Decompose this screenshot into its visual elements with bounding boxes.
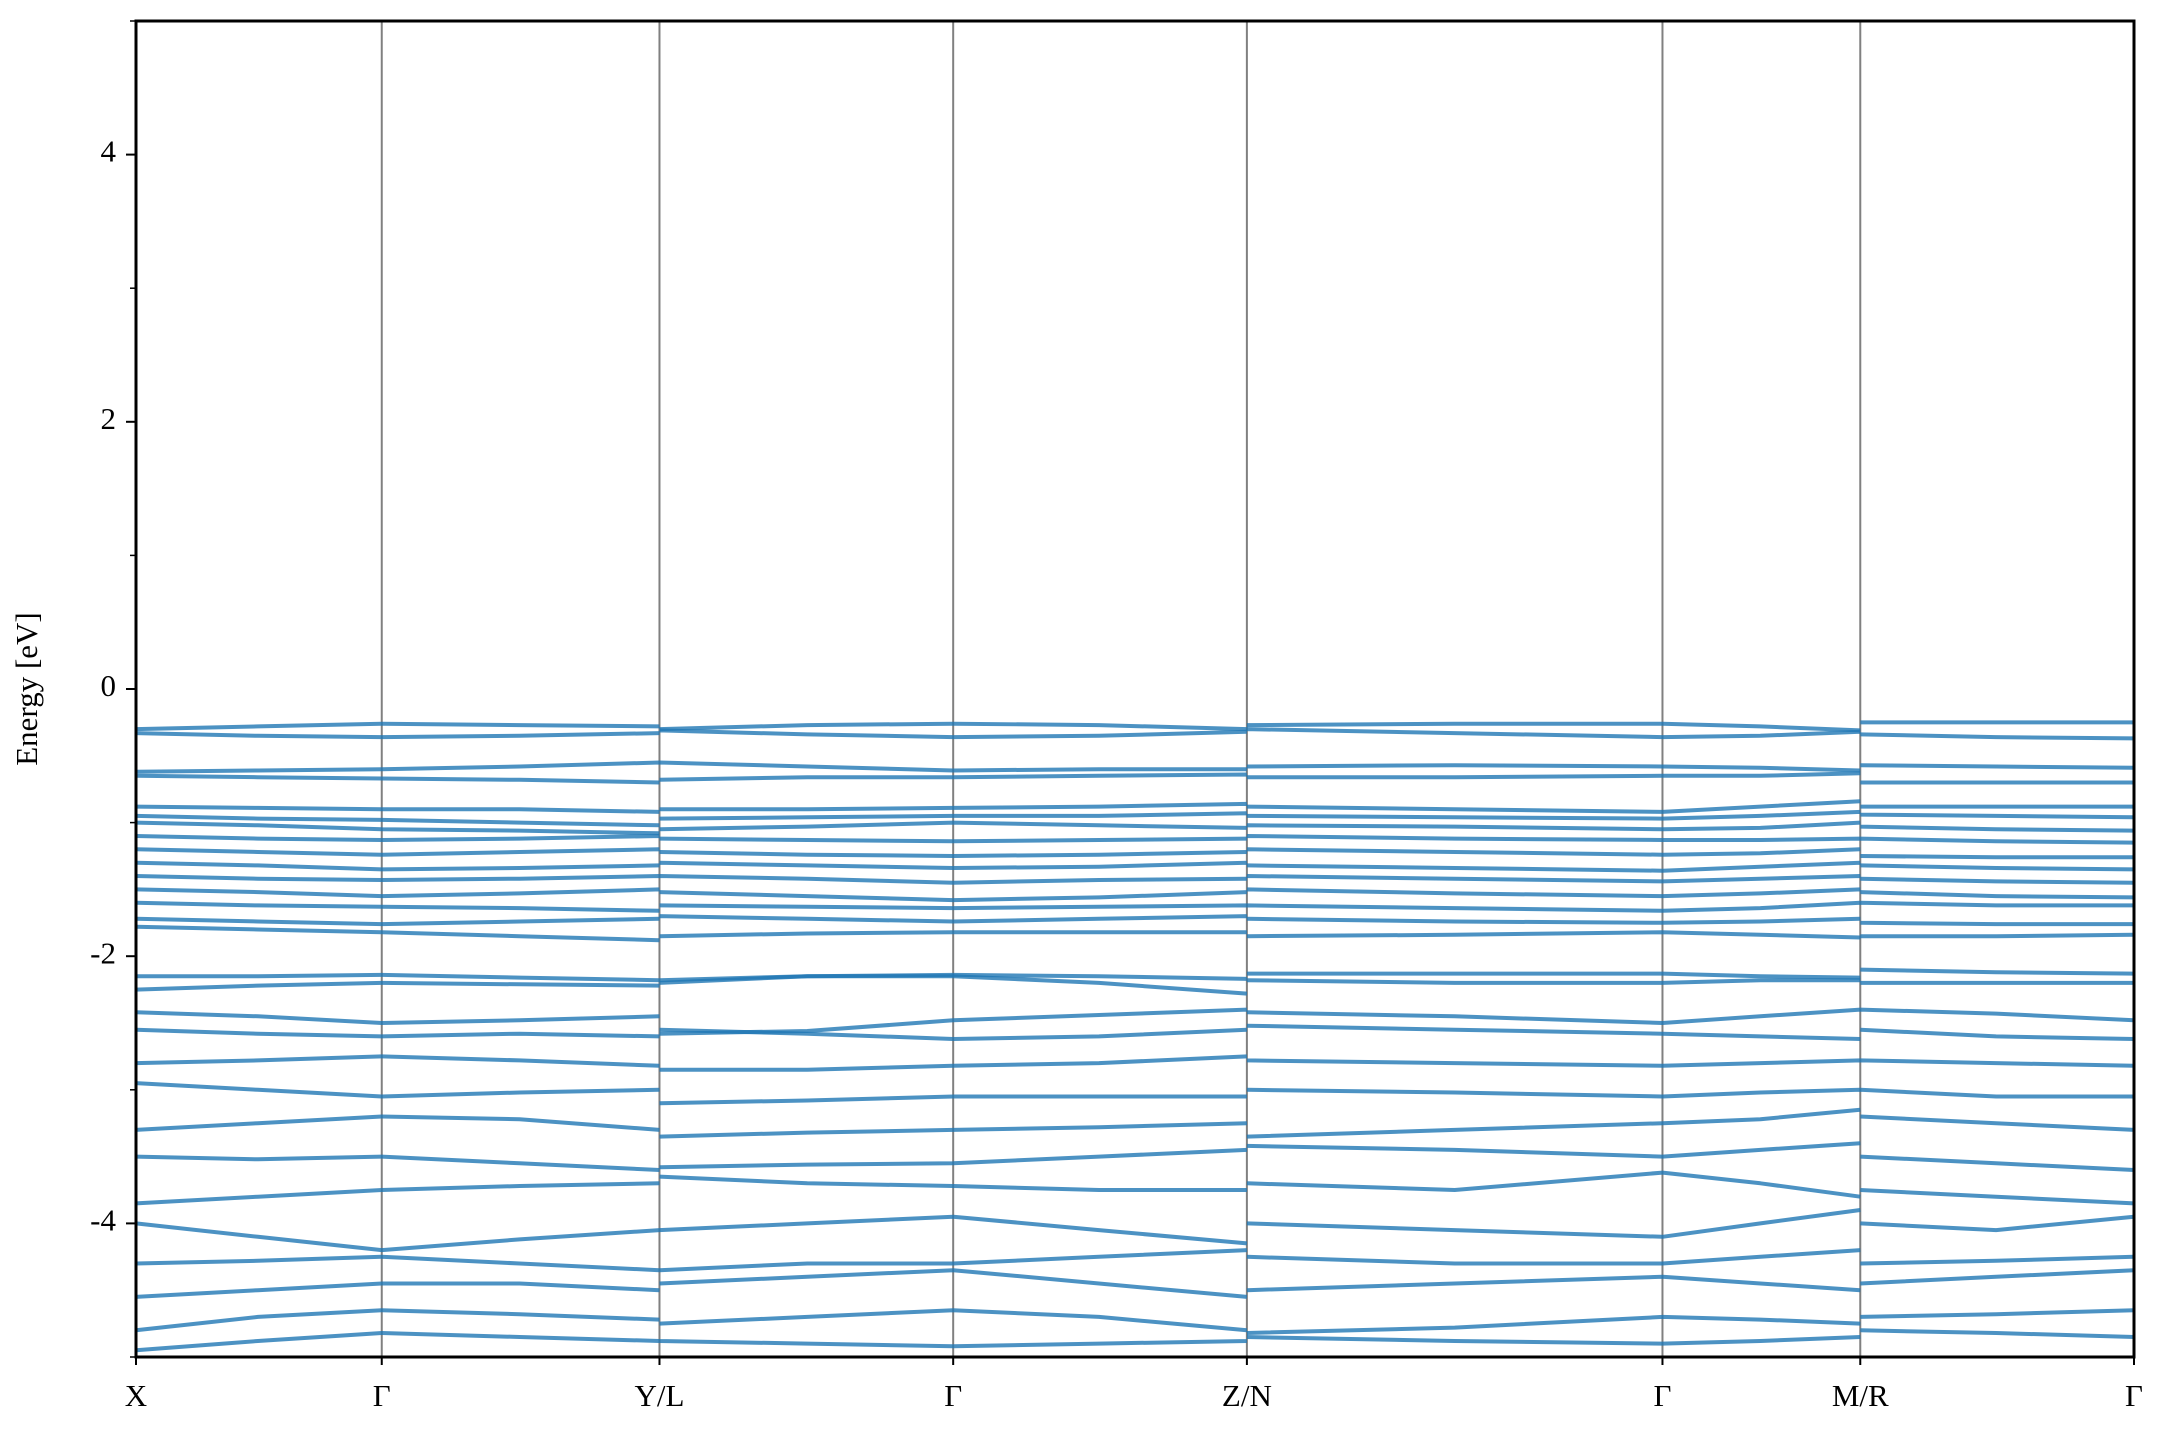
y-tick-label: -2	[90, 935, 116, 970]
band-line	[135, 1328, 2135, 1353]
band-line	[135, 1023, 2135, 1041]
x-tick-label: Γ	[2125, 1378, 2143, 1413]
band-line	[135, 799, 2134, 814]
x-tick-label: Γ	[1654, 1378, 1672, 1413]
band-line	[135, 834, 2135, 845]
band-line	[135, 820, 2135, 836]
y-tick-label: 4	[101, 134, 117, 169]
band-line	[135, 727, 2135, 741]
band-line	[135, 860, 2135, 873]
y-tick-label: -4	[90, 1203, 116, 1238]
band-line	[135, 1268, 2135, 1299]
band-line	[135, 760, 2135, 774]
x-tick-label: Γ	[373, 1378, 391, 1413]
band-line	[135, 1208, 2135, 1253]
band-line	[135, 974, 2134, 996]
x-tick-label: M/R	[1832, 1378, 1889, 1413]
band-line	[135, 874, 2135, 885]
y-axis-label: Energy [eV]	[9, 612, 44, 766]
y-tick-label: 0	[101, 668, 117, 703]
band-line	[135, 1107, 2135, 1139]
band-line	[135, 1308, 2135, 1335]
band-line	[135, 771, 2134, 785]
x-tick-label: Y/L	[635, 1378, 685, 1413]
y-tick-label: 2	[101, 401, 117, 436]
band-line	[135, 1248, 2135, 1273]
x-tick-label: Z/N	[1222, 1378, 1272, 1413]
band-line	[135, 1170, 2135, 1206]
band-line	[135, 1081, 2134, 1106]
band-line	[135, 1054, 2135, 1072]
band-line	[135, 924, 2135, 943]
x-tick-label: X	[125, 1378, 147, 1413]
band-line	[135, 847, 2134, 860]
band-line	[135, 720, 2134, 733]
band-line	[135, 887, 2135, 903]
band-line	[135, 809, 2135, 828]
band-line	[135, 1141, 2135, 1172]
band-line	[135, 914, 2134, 927]
plot-frame	[134, 19, 2136, 1359]
band-line	[135, 900, 2134, 913]
x-tick-label: Γ	[944, 1378, 962, 1413]
band-line	[135, 1007, 2135, 1036]
